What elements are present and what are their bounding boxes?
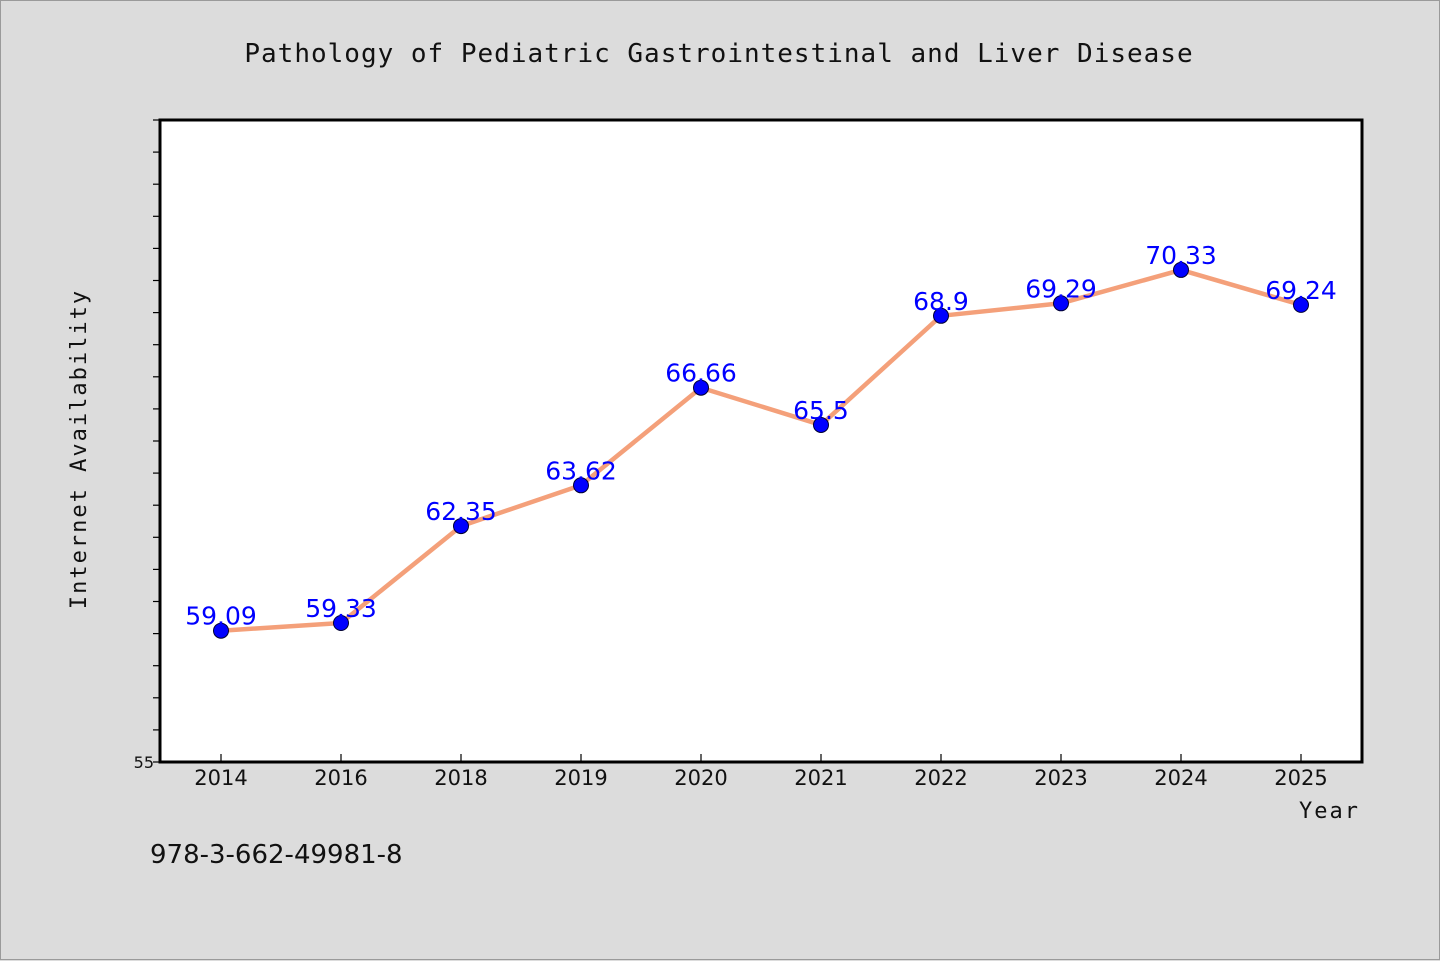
y-axis-tick-labels: 55: [134, 753, 154, 772]
x-tick-label-2024: 2024: [1154, 766, 1207, 790]
data-label-2025: 69.24: [1265, 276, 1337, 305]
x-tick-label-2025: 2025: [1274, 766, 1327, 790]
x-axis-label: Year: [1299, 799, 1360, 824]
x-tick-label-2023: 2023: [1034, 766, 1087, 790]
x-tick-label-2021: 2021: [794, 766, 847, 790]
x-axis-tick-labels: 2014 2016 2018 2019 2020 2021 2022 2023 2024 2025: [194, 766, 1327, 790]
x-tick-label-2018: 2018: [434, 766, 487, 790]
x-axis-ticks: [220, 754, 1302, 762]
x-tick-label-2016: 2016: [314, 766, 367, 790]
data-labels: 59.09 59.33 62.35 63.62 66.66 65.5 68.9 69.29 70…: [185, 241, 1337, 631]
y-axis-label: Internet Availability: [67, 289, 92, 609]
data-label-2020: 66.66: [665, 359, 737, 388]
x-tick-label-2022: 2022: [914, 766, 967, 790]
data-point-2025: [1293, 296, 1309, 313]
data-label-2016: 59.33: [305, 594, 377, 623]
x-tick-label-2019: 2019: [554, 766, 607, 790]
data-point-2018: [453, 518, 469, 535]
x-tick-label-2014: 2014: [194, 766, 247, 790]
data-label-2024: 70.33: [1145, 241, 1217, 270]
data-point-2023: [1053, 295, 1069, 312]
series-line: [218, 267, 1304, 633]
data-point-2020: [693, 379, 709, 396]
plot-area: [158, 118, 1364, 764]
isbn-text: 978-3-662-49981-8: [150, 840, 403, 870]
data-label-2014: 59.09: [185, 602, 257, 631]
data-point-2014: [213, 622, 229, 639]
data-label-2022: 68.9: [913, 287, 969, 316]
data-label-2019: 63.62: [545, 456, 617, 485]
x-tick-label-2020: 2020: [674, 766, 727, 790]
data-label-2021: 65.5: [793, 396, 849, 425]
y-tick-label: 55: [134, 753, 154, 772]
y-axis-ticks: [153, 119, 160, 763]
data-point-2022: [933, 307, 949, 324]
data-point-2024: [1173, 261, 1189, 278]
chart-title: Pathology of Pediatric Gastrointestinal …: [244, 39, 1193, 69]
series-markers: [213, 261, 1309, 639]
data-point-2021: [813, 416, 829, 433]
data-label-2023: 69.29: [1025, 274, 1097, 303]
data-point-2016: [333, 615, 349, 632]
data-point-2019: [573, 477, 589, 494]
data-label-2018: 62.35: [425, 497, 497, 526]
